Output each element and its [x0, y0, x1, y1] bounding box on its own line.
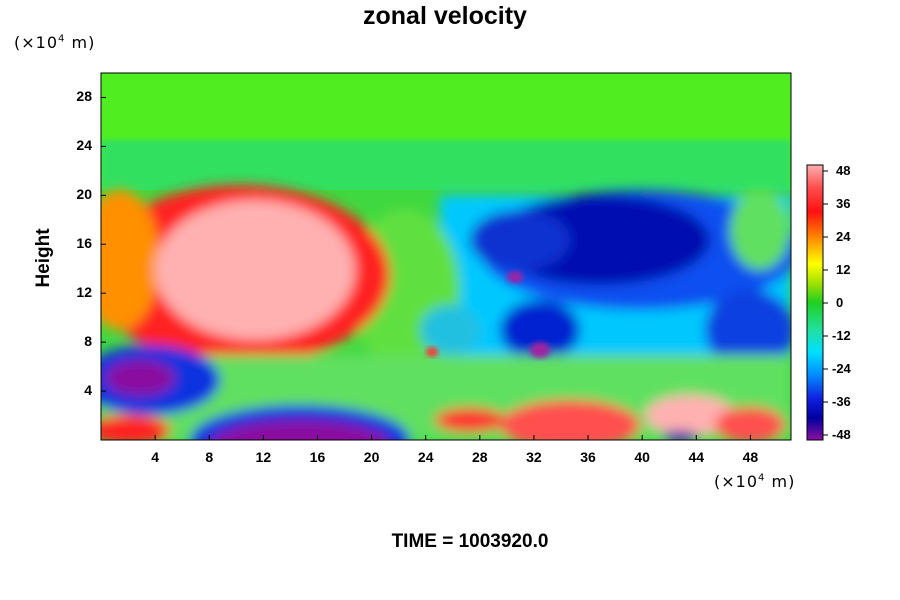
y-tick-label: 24	[76, 137, 92, 154]
colorbar-tick-label: -12	[832, 328, 851, 343]
y-tick-label: 4	[84, 382, 92, 399]
x-tick-marks	[154, 435, 751, 440]
colorbar-tick-label: 36	[836, 196, 851, 211]
x-tick-label: 16	[309, 449, 326, 465]
colorbar-tick-label: 48	[836, 163, 851, 178]
chart-title: zonal velocity	[363, 2, 527, 30]
x-tick-label: 4	[151, 449, 159, 465]
x-tick-label: 40	[634, 449, 650, 465]
x-tick-label: 12	[255, 449, 272, 465]
x-tick-label: 36	[580, 449, 596, 465]
colorbar-tick-label: -48	[832, 427, 851, 442]
y-axis-unit: (×104 m)	[14, 33, 96, 52]
colorbar	[806, 164, 824, 441]
colorbar-tick-marks	[823, 170, 828, 436]
colorbar-tick-label: 24	[836, 229, 851, 244]
colorbar-tick-label: 0	[836, 295, 844, 310]
x-tick-label: 24	[417, 449, 434, 465]
y-tick-label: 20	[76, 186, 92, 203]
x-tick-label: 32	[526, 449, 542, 465]
x-tick-label: 20	[363, 449, 380, 465]
y-tick-marks	[101, 96, 106, 392]
upper-layer-band	[101, 140, 791, 195]
x-tick-label: 28	[472, 449, 488, 465]
colorbar-tick-label: 12	[836, 262, 851, 277]
time-annotation: TIME = 1003920.0	[391, 531, 549, 552]
plot-frame	[100, 72, 792, 441]
x-tick-label: 44	[688, 449, 705, 465]
heatmap-field	[101, 73, 791, 440]
y-tick-label: 28	[76, 88, 92, 105]
x-axis-unit: (×104 m)	[714, 472, 796, 491]
x-tick-label: 48	[742, 449, 759, 465]
colorbar-tick-label: -36	[832, 394, 851, 409]
y-tick-label: 16	[76, 235, 92, 252]
y-tick-label: 12	[76, 284, 92, 301]
y-tick-label: 8	[84, 333, 92, 350]
x-tick-label: 8	[205, 449, 214, 465]
colorbar-tick-label: -24	[832, 361, 851, 376]
